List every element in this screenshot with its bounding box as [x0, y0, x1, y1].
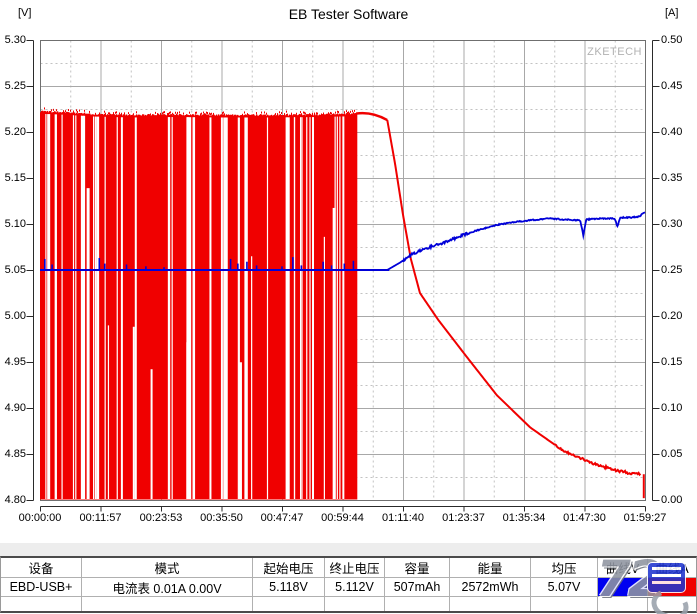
table-empty-row — [1, 597, 696, 611]
empty-cell — [385, 597, 450, 611]
right-axis-tick-label: 0.40 — [661, 126, 683, 138]
right-axis-tick-label: 0.45 — [661, 80, 683, 92]
empty-cell — [253, 597, 325, 611]
x-axis-tick-label: 00:11:57 — [79, 512, 122, 524]
empty-cell — [450, 597, 531, 611]
left-axis-tick-label: 4.80 — [4, 494, 26, 506]
x-axis-tick-label: 00:00:00 — [18, 512, 62, 524]
left-axis-tick-label: 4.95 — [4, 356, 26, 368]
col-header-mode: 模式 — [82, 558, 253, 578]
left-axis-tick-label: 5.00 — [4, 310, 26, 322]
table-top-strip — [0, 543, 697, 556]
capacity-value: 507mAh — [385, 578, 450, 597]
right-axis-tick-label: 0.10 — [661, 402, 683, 414]
avg-voltage-value: 5.07V — [531, 578, 598, 597]
col-header-curve-a: 曲线A — [648, 558, 696, 578]
mode-value: 电流表 0.01A 0.00V — [82, 578, 253, 597]
right-axis-tick-label: 0.50 — [661, 34, 683, 46]
x-axis-tick-label: 00:59:44 — [321, 512, 364, 524]
col-header-curve-v: 曲线V — [598, 558, 648, 578]
chart-plot-area[interactable] — [0, 0, 697, 545]
x-axis-tick-label: 00:47:47 — [260, 512, 304, 524]
x-axis-tick-label: 01:11:40 — [381, 512, 424, 524]
table-value-row: EBD-USB+ 电流表 0.01A 0.00V 5.118V 5.112V 5… — [1, 578, 696, 597]
left-axis-tick-label: 4.85 — [4, 448, 26, 460]
empty-cell — [598, 597, 648, 611]
energy-value: 2572mWh — [450, 578, 531, 597]
right-axis-tick-label: 0.15 — [661, 356, 683, 368]
left-axis-tick-label: 5.20 — [4, 126, 26, 138]
x-axis-tick-label: 01:47:30 — [563, 512, 606, 524]
col-header-energy: 能量 — [450, 558, 531, 578]
right-axis-tick-label: 0.25 — [661, 264, 683, 276]
empty-cell — [325, 597, 385, 611]
x-axis-tick-label: 00:35:50 — [200, 512, 243, 524]
table-header-row: 设备 模式 起始电压 终止电压 容量 能量 均压 曲线V 曲线A — [1, 558, 696, 578]
curve-v-swatch — [598, 578, 648, 597]
right-axis-tick-label: 0.00 — [661, 494, 683, 506]
left-axis-tick-label: 5.15 — [4, 172, 26, 184]
col-header-avg-voltage: 均压 — [531, 558, 598, 578]
col-header-start-voltage: 起始电压 — [253, 558, 325, 578]
left-axis-tick-label: 4.90 — [4, 402, 26, 414]
empty-cell — [648, 597, 696, 611]
empty-cell — [1, 597, 82, 611]
right-axis-tick-label: 0.35 — [661, 172, 683, 184]
right-axis-tick-label: 0.05 — [661, 448, 683, 460]
start-voltage-value: 5.118V — [253, 578, 325, 597]
left-axis-tick-label: 5.05 — [4, 264, 26, 276]
end-voltage-value: 5.112V — [325, 578, 385, 597]
empty-cell — [82, 597, 253, 611]
x-axis-tick-label: 01:59:27 — [623, 512, 667, 524]
curve-a-swatch — [648, 578, 696, 597]
x-axis-tick-label: 01:35:34 — [502, 512, 546, 524]
left-axis-tick-label: 5.30 — [4, 34, 26, 46]
left-axis-tick-label: 5.10 — [4, 218, 26, 230]
brand-watermark: ZKETECH — [587, 46, 642, 58]
x-axis-tick-label: 01:23:37 — [442, 512, 485, 524]
x-axis-tick-label: 00:23:53 — [139, 512, 183, 524]
right-axis-tick-label: 0.20 — [661, 310, 683, 322]
device-value: EBD-USB+ — [1, 578, 82, 597]
col-header-capacity: 容量 — [385, 558, 450, 578]
summary-table: 设备 模式 起始电压 终止电压 容量 能量 均压 曲线V 曲线A EBD-USB… — [0, 556, 697, 613]
col-header-device: 设备 — [1, 558, 82, 578]
empty-cell — [531, 597, 598, 611]
col-header-end-voltage: 终止电压 — [325, 558, 385, 578]
right-axis-tick-label: 0.30 — [661, 218, 683, 230]
left-axis-tick-label: 5.25 — [4, 80, 26, 92]
